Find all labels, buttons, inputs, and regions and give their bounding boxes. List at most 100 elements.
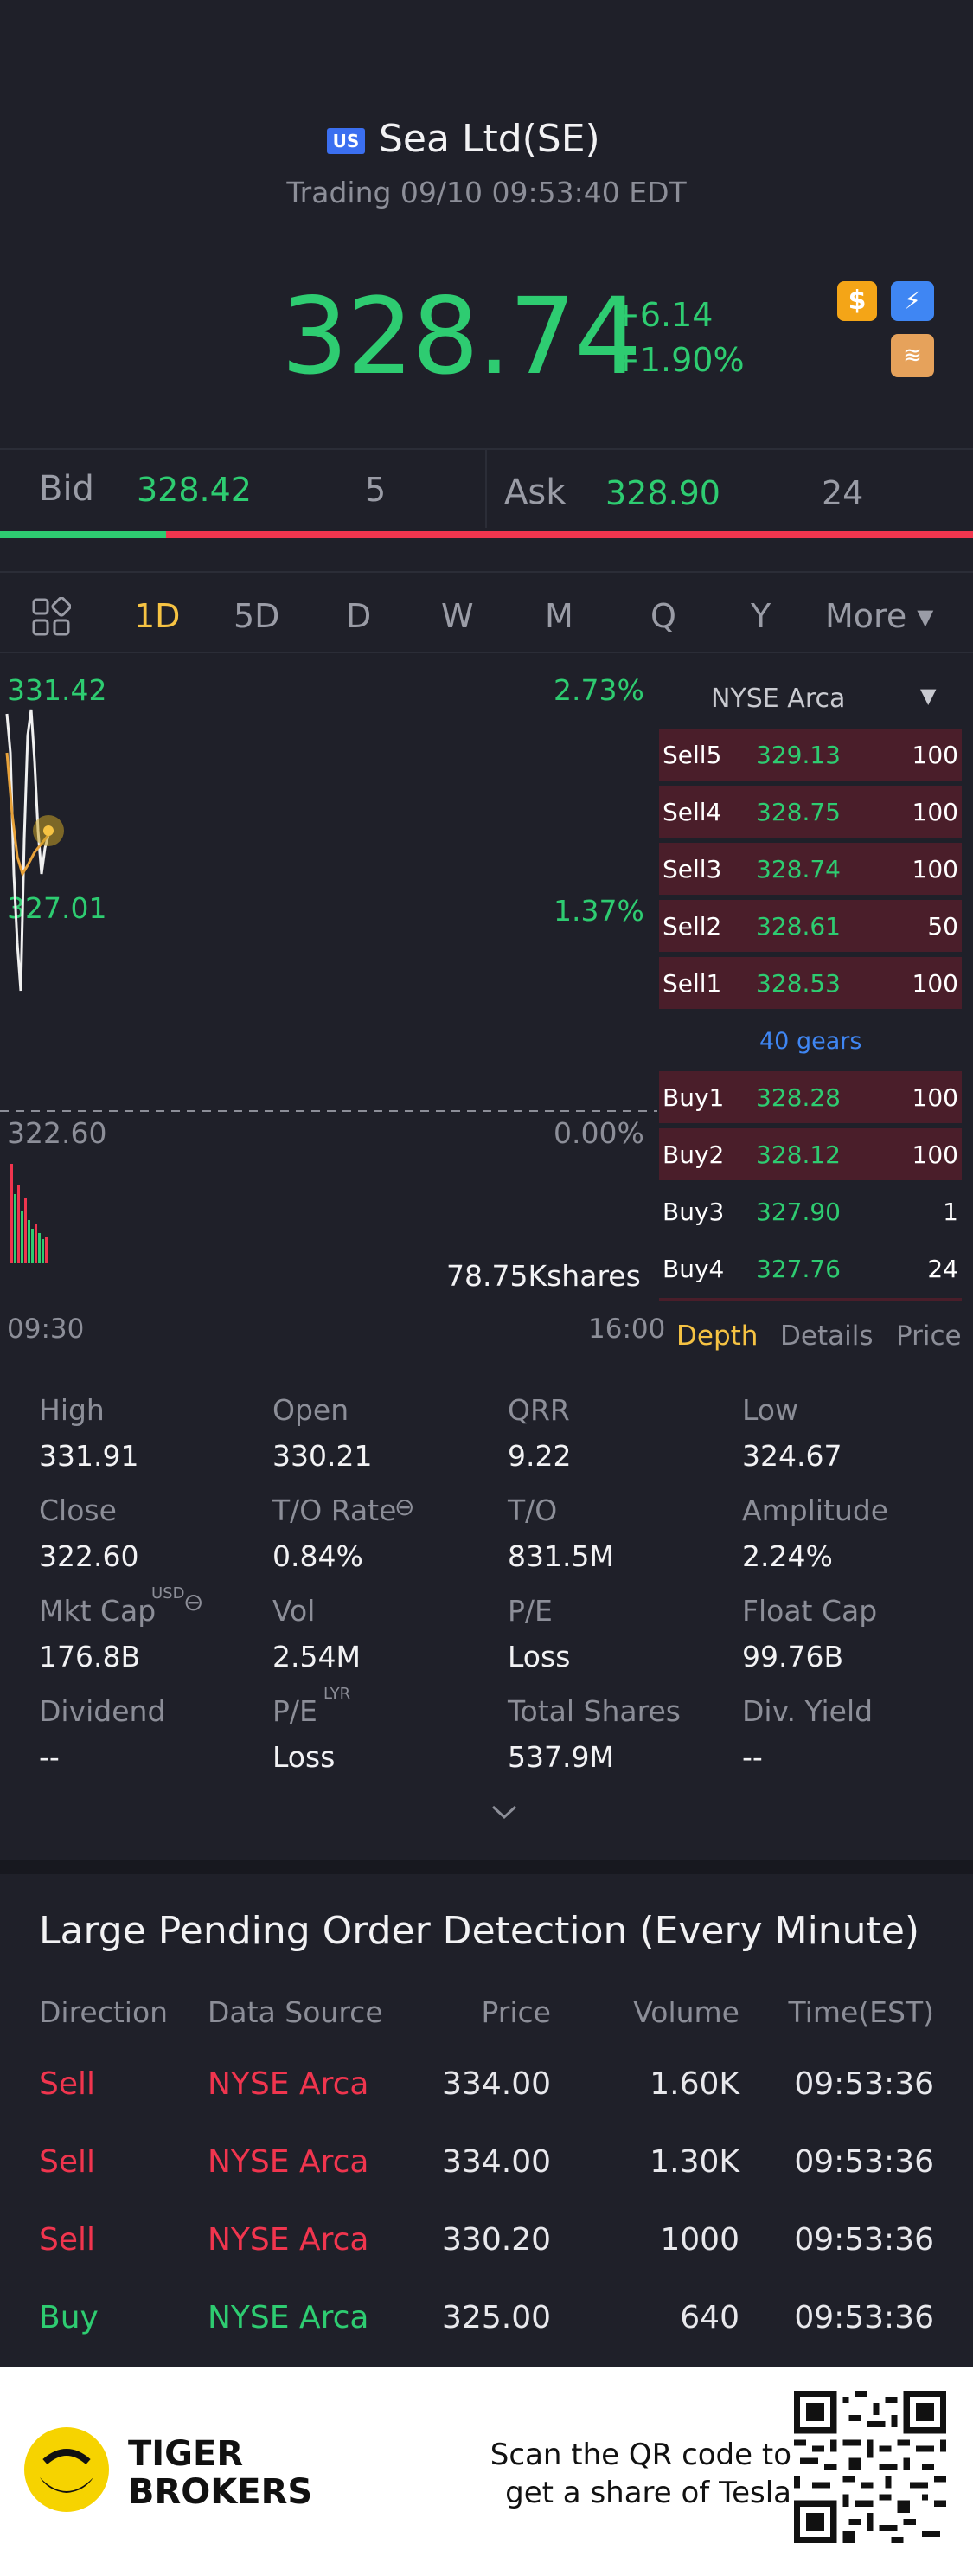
row-direction: Sell: [39, 2066, 96, 2102]
ask-label: Ask: [504, 472, 567, 512]
book-divider: [659, 1298, 962, 1301]
intraday-chart[interactable]: 331.42 2.73% 327.01 1.37% 322.60 0.00% 7…: [0, 658, 665, 1350]
tab-details[interactable]: Details: [780, 1320, 874, 1352]
quote-header: US Sea Ltd(SE) Trading 09/10 09:53:40 ED…: [0, 0, 973, 446]
ask-price: 328.90: [605, 474, 720, 512]
col-header-time: Time(EST): [788, 1995, 934, 2029]
bid-ask-bar: Bid 328.42 5 Ask 328.90 24: [0, 448, 973, 538]
ask-size: 24: [822, 474, 864, 512]
book-row-sell3: Sell3 328.74 100: [659, 843, 962, 895]
stat-label: Div. Yield: [742, 1694, 874, 1728]
stat-value: --: [39, 1740, 60, 1774]
stat-value: 99.76B: [742, 1640, 844, 1673]
stat-label: Open: [272, 1393, 349, 1427]
period-superscript: LYR: [323, 1685, 351, 1703]
stat-value: 831.5M: [508, 1539, 614, 1573]
more-options-icon[interactable]: ⊖: [183, 1588, 204, 1616]
chart-pct-mid: 1.37%: [554, 894, 644, 928]
tab-m[interactable]: M: [545, 597, 573, 635]
row-time: 09:53:36: [794, 2144, 934, 2180]
chart-pct-base: 0.00%: [554, 1116, 644, 1150]
row-volume: 640: [680, 2300, 739, 2335]
table-row: Sell NYSE Arca 330.20 1000 09:53:36: [0, 2222, 973, 2274]
tab-depth[interactable]: Depth: [676, 1320, 759, 1352]
stat-value: 322.60: [39, 1539, 139, 1573]
tab-w[interactable]: W: [441, 597, 474, 635]
order-book: NYSE Arca ▼ Sell5 329.13 100 Sell4 328.75 10…: [659, 666, 962, 1359]
chart-y-base: 322.60: [7, 1116, 107, 1150]
us-market-badge: US: [327, 128, 365, 154]
dollar-icon[interactable]: $: [837, 281, 877, 321]
stat-label: Mkt Cap: [39, 1594, 157, 1628]
row-price: 334.00: [442, 2144, 551, 2180]
chart-period-tabs: 1D 5D D W M Q Y More ▾: [0, 571, 973, 653]
bid-size: 5: [365, 471, 387, 509]
tab-1d[interactable]: 1D: [134, 597, 181, 635]
currency-superscript: USD: [151, 1584, 185, 1603]
row-direction: Sell: [39, 2222, 96, 2258]
table-row: Buy NYSE Arca 325.00 640 09:53:36: [0, 2300, 973, 2352]
chart-time-start: 09:30: [7, 1314, 85, 1345]
stat-value: 330.21: [272, 1439, 373, 1473]
price-change-percent: +1.90%: [612, 341, 745, 379]
volume-bars: [10, 1164, 48, 1263]
stat-value: 176.8B: [39, 1640, 141, 1673]
stat-value: Loss: [272, 1740, 336, 1774]
last-price: 328.74: [281, 275, 642, 398]
scan-text-line1: Scan the QR code to: [490, 2438, 791, 2472]
row-source: NYSE Arca: [208, 2222, 369, 2258]
trading-status: Trading 09/10 09:53:40 EDT: [286, 176, 687, 209]
expand-chevron-icon[interactable]: [490, 1802, 519, 1821]
row-volume: 1.30K: [650, 2144, 739, 2180]
row-price: 334.00: [442, 2066, 551, 2102]
exchange-select[interactable]: NYSE Arca: [711, 684, 846, 714]
row-time: 09:53:36: [794, 2222, 934, 2258]
chevron-down-icon[interactable]: ▼: [920, 684, 937, 708]
stat-label: Low: [742, 1393, 798, 1427]
row-direction: Sell: [39, 2144, 96, 2180]
scan-text-line2: get a share of Tesla: [505, 2476, 791, 2510]
tab-y[interactable]: Y: [751, 597, 771, 635]
gears-link[interactable]: 40 gears: [759, 1028, 862, 1055]
col-header-price: Price: [481, 1995, 551, 2029]
stat-label: T/O Rate: [272, 1494, 397, 1527]
col-header-source: Data Source: [208, 1995, 383, 2029]
brand-name-line2: BROKERS: [128, 2472, 313, 2512]
tab-5d[interactable]: 5D: [234, 597, 280, 635]
layers-icon[interactable]: ≋: [891, 334, 934, 377]
lightning-icon[interactable]: ⚡: [891, 281, 934, 321]
bid-label: Bid: [39, 469, 94, 509]
stat-label: T/O: [508, 1494, 558, 1527]
stat-label: P/E: [272, 1694, 317, 1728]
book-row-buy2: Buy2 328.12 100: [659, 1128, 962, 1180]
bid-price: 328.42: [137, 471, 252, 509]
col-header-direction: Direction: [39, 1995, 169, 2029]
tab-more[interactable]: More ▾: [825, 597, 934, 635]
section-title: Large Pending Order Detection (Every Min…: [39, 1909, 920, 1953]
tab-d[interactable]: D: [346, 597, 372, 635]
grid-icon[interactable]: [31, 597, 71, 637]
price-change: +6.14: [612, 296, 714, 334]
row-time: 09:53:36: [794, 2066, 934, 2102]
tiger-logo-icon: [24, 2427, 109, 2512]
stat-label: Vol: [272, 1594, 316, 1628]
stat-value: 331.91: [39, 1439, 139, 1473]
book-row-buy4: Buy4 327.76 24: [663, 1255, 958, 1283]
row-time: 09:53:36: [794, 2300, 934, 2335]
chart-y-high: 331.42: [7, 673, 107, 707]
book-row-buy1: Buy1 328.28 100: [659, 1071, 962, 1123]
row-source: NYSE Arca: [208, 2144, 369, 2180]
large-order-section: Large Pending Order Detection (Every Min…: [0, 1860, 973, 2367]
tab-price[interactable]: Price: [896, 1320, 962, 1352]
bid-ask-divider: [485, 450, 487, 528]
more-options-icon[interactable]: ⊖: [394, 1493, 415, 1521]
stat-value: 2.54M: [272, 1640, 361, 1673]
stat-label: Close: [39, 1494, 117, 1527]
stat-value: 2.24%: [742, 1539, 833, 1573]
col-header-volume: Volume: [633, 1995, 739, 2029]
row-price: 325.00: [442, 2300, 551, 2335]
tab-q[interactable]: Q: [650, 597, 676, 635]
table-row: Sell NYSE Arca 334.00 1.60K 09:53:36: [0, 2066, 973, 2118]
stat-value: 324.67: [742, 1439, 842, 1473]
row-volume: 1.60K: [650, 2066, 739, 2102]
